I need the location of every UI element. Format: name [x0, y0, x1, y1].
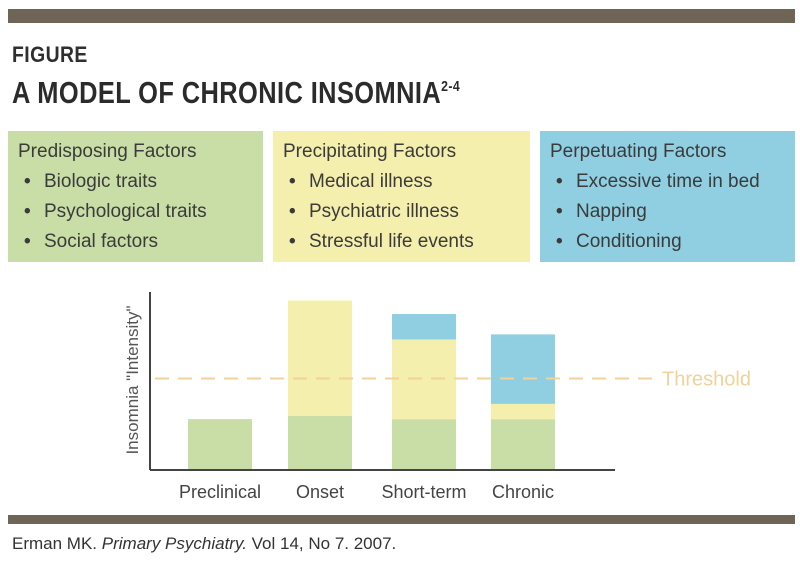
predisposing-factors-list: • Biologic traits • Psychological traits •…: [18, 167, 263, 257]
precipitating-factors-box: Precipitating Factors • Medical illness •…: [273, 131, 530, 262]
list-item-label: Medical illness: [309, 171, 433, 192]
list-item: • Excessive time in bed: [550, 167, 795, 197]
bar-segment: [491, 403, 555, 420]
list-item-label: Conditioning: [576, 231, 682, 252]
top-rule: [8, 9, 795, 23]
x-tick-label: Preclinical: [179, 482, 261, 502]
list-item-label: Biologic traits: [44, 171, 157, 192]
x-tick-label: Chronic: [492, 482, 554, 502]
citation-journal: Primary Psychiatry.: [101, 534, 247, 553]
figure-title-text: A MODEL OF CHRONIC INSOMNIA: [12, 75, 442, 110]
bar-segment: [288, 300, 352, 416]
x-tick-label: Onset: [296, 482, 344, 502]
list-item: • Psychiatric illness: [283, 197, 530, 227]
predisposing-factors-box: Predisposing Factors • Biologic traits • P…: [8, 131, 263, 262]
bar-segment: [392, 339, 456, 420]
threshold-label: Threshold: [662, 368, 751, 390]
bar-segment: [491, 419, 555, 470]
bullet-icon: •: [556, 231, 563, 252]
x-tick-label: Short-term: [381, 482, 466, 502]
list-item: • Stressful life events: [283, 227, 530, 257]
list-item: • Medical illness: [283, 167, 530, 197]
x-tick-labels: Preclinical Onset Short-term Chronic: [179, 482, 554, 502]
figure-title-superscript: 2-4: [441, 78, 461, 95]
perpetuating-factors-box: Perpetuating Factors • Excessive time in …: [540, 131, 795, 262]
precipitating-factors-list: • Medical illness • Psychiatric illness • S…: [283, 167, 530, 257]
figure-label: FIGURE: [12, 42, 88, 67]
bar-segment: [392, 419, 456, 470]
list-item-label: Excessive time in bed: [576, 171, 760, 192]
list-item: • Social factors: [18, 227, 263, 257]
precipitating-factors-title: Precipitating Factors: [283, 141, 457, 162]
bullet-icon: •: [24, 231, 31, 252]
bullet-icon: •: [556, 201, 563, 222]
predisposing-factors-title: Predisposing Factors: [18, 141, 197, 162]
bar-segment: [188, 419, 252, 470]
list-item-label: Psychiatric illness: [309, 201, 459, 222]
bullet-icon: •: [289, 171, 296, 192]
perpetuating-factors-title: Perpetuating Factors: [550, 141, 727, 162]
list-item: • Psychological traits: [18, 197, 263, 227]
list-item: • Napping: [550, 197, 795, 227]
list-item-label: Social factors: [44, 231, 159, 252]
list-item: • Conditioning: [550, 227, 795, 257]
figure-title: A MODEL OF CHRONIC INSOMNIA2-4: [12, 75, 460, 111]
list-item: • Biologic traits: [18, 167, 263, 197]
bullet-icon: •: [24, 201, 31, 222]
bar-segment: [491, 334, 555, 404]
chart-bars: [188, 300, 555, 470]
list-item-label: Napping: [576, 201, 647, 222]
bullet-icon: •: [556, 171, 563, 192]
bullet-icon: •: [289, 231, 296, 252]
bar-segment: [288, 415, 352, 470]
bullet-icon: •: [24, 171, 31, 192]
insomnia-intensity-chart: Threshold Insomnia "Intensity" Preclinic…: [123, 292, 751, 502]
y-axis-label: Insomnia "Intensity": [123, 305, 142, 454]
citation-author: Erman MK.: [12, 534, 98, 553]
bullet-icon: •: [289, 201, 296, 222]
citation-details: Vol 14, No 7. 2007.: [251, 534, 397, 553]
bar-segment: [392, 314, 456, 340]
list-item-label: Psychological traits: [44, 201, 207, 222]
citation: Erman MK. Primary Psychiatry. Vol 14, No…: [12, 534, 396, 554]
list-item-label: Stressful life events: [309, 231, 474, 252]
perpetuating-factors-list: • Excessive time in bed • Napping • Conditi…: [550, 167, 795, 257]
bottom-rule: [8, 515, 795, 524]
